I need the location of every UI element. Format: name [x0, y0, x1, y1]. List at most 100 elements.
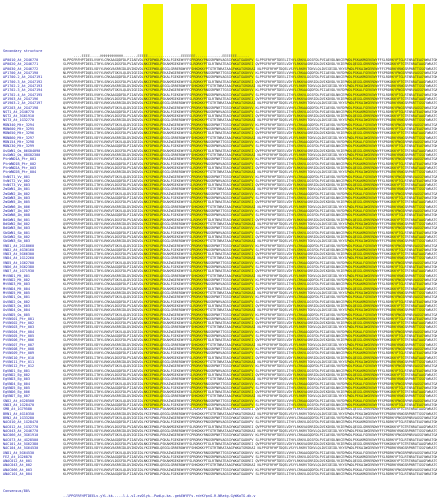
sequence-residues: NLPPGFRFHPTDQELVSYYLRKRVTGKVLQLDVIGEIDLY… [63, 312, 437, 317]
alignment-row: AP1700.2_At_2G47191 KLPPGFRFHPTDEELVVHYLC… [3, 75, 437, 79]
sequence-id: EgVND5_Eg_005 [3, 385, 30, 390]
sequence-id: ZmSWN5_Zm_005 [3, 200, 30, 205]
sequence-id: AP2203_At_2G47198 [3, 105, 39, 110]
row-label: Consensus/80% [3, 489, 30, 494]
sequence-residues: KLPPGFRFHPTDEELVVHYLCRKAAGQDFDLPIIAEVDLY… [63, 247, 437, 252]
alignment-row: PtVNS09_Ptr_009 KLPPGFRFHPTDEELVVHYLCRKAA… [3, 351, 437, 355]
sequence-residues: SLPPGFRFHPTDEELITHYLSRKVLDGSFDLPVIAEVDLN… [63, 407, 437, 412]
sequence-id: ZmSWN2_Zm_002 [3, 191, 30, 196]
sequence-id: MDN340_Mtr_3294 [3, 122, 35, 127]
alignment-row: SbSWN1_Sb_001 KLPPGFRFHPTDEELVVHYLCRKAAGQ… [3, 231, 437, 235]
alignment-row: PtrWND1A_Ptr_001 NLPPGFRFHPTDQELVSYYLRKRV… [3, 157, 437, 161]
sequence-residues: NLPPGFRFHPTDQELVSYYLRKRVTGKVLQLDVIGEIDLY… [63, 140, 437, 144]
sequence-residues: KLPPGFRFHPTDEELVVHYLCRKAAGQDFDLPIIAEVDLY… [63, 472, 437, 477]
sequence-id: AP0020_At_2G46771 [3, 62, 39, 67]
sequence-residues: KLPPGFRFHPTDEELVVHYLCRKAAGQDFDLPIIAEVDLY… [63, 334, 437, 339]
sequence-id: AP1700.3_At_2G47192 [3, 79, 43, 84]
alignment-row: OsVND1_Os_001 NLPPGFRFHPTDQELVSYYLRKRVTGK… [3, 295, 437, 299]
alignment-row: AP1702.3_At_2G47194 NLPPGFRFHPTDQELVSYYLR… [3, 88, 437, 92]
sequence-residues: KLPPGFRFHPTDEELVVHYLCRKAAGQDFDLPIIAEVDLY… [63, 368, 437, 373]
alignment-row: SbSWN2_Sb_002 SLPPGFRFHPTDEELITHYLSRKVLDG… [3, 235, 437, 239]
sequence-residues: KLPPGFRFHPTDEELVVHYLCRKAAGQDFDLPIIAEVDLY… [63, 282, 437, 287]
sequence-id: PtVNS06_Ptr_006 [3, 338, 35, 343]
sequence-id: MtVND4_Mt_004 [3, 286, 30, 291]
alignment-row: AP1702.4_At_2G47195 KLPPGFRFHPTDEELVVHYLC… [3, 93, 437, 97]
sequence-id: PtrWND1A_Ptr_001 [3, 157, 37, 162]
sequence-id: AP0010_At_2G46770 [3, 58, 39, 63]
sequence-residues: NLPPGFRFHPTDQELVSYYLRKRVTGKVLQLDVIGEIDLY… [63, 260, 437, 265]
sequence-id: OsVND5_Os_005 [3, 312, 30, 317]
sequence-residues: KLPPGFRFHPTDEELVVHYLCRKAAGQDFDLPIIAEVDLY… [63, 109, 437, 114]
secondary-structure-track: ----EEEE-----HHHHHHHHHHH-------EEEEE----… [63, 53, 250, 58]
alignment-row: EgVND6_Eg_006 SLPPGFRFHPTDEELITHYLSRKVLDG… [3, 390, 437, 394]
alignment-row: VND2_At_4G36160 KLPPGFRFHPTDEELVVHYLCRKAA… [3, 248, 437, 252]
sequence-id: EgVND4_Eg_004 [3, 381, 30, 386]
sequence-residues: KLPPGFRFHPTDEELVVHYLCRKAAGQDFDLPIIAEVDLY… [63, 144, 437, 149]
sequence-id: PtVNS03_Ptr_003 [3, 325, 35, 330]
sequence-id: PtVNS09_Ptr_009 [3, 351, 35, 356]
sequence-id: MtVND5_Mt_005 [3, 290, 30, 295]
sequence-id: MDN650_Mtr_3296 [3, 131, 35, 136]
sequence-residues: KLPPGFRFHPTDEELVVHYLCRKAAGQDFDLPIIAEVDLY… [63, 265, 437, 270]
sequence-residues: SLPPGFRFHPTDEELITHYLSRKVLDGSFDLPVIAEVDLN… [63, 165, 437, 170]
sequence-residues: QVPPGFRFHPTDEELVDYYLRKKVASRRIDLDVIKDVDLY… [63, 221, 437, 226]
row-label: Secondary structure [3, 49, 43, 54]
sequence-id: MDN600_Mtr_3295 [3, 127, 35, 132]
sequence-id: OsVND2_Os_002 [3, 299, 30, 304]
alignment-row: MDN860_Mtr_3297 QVPPGFRFHPTDEELVDYYLRKKVA… [3, 136, 437, 140]
alignment-row: MDN230_Mtr_3299 KLPPGFRFHPTDEELVVHYLCRKAA… [3, 144, 437, 148]
sequence-residues: SLPPGFRFHPTDEELITHYLSRKVLDGSFDLPVIAEVDLN… [63, 303, 437, 308]
sequence-residues: QVPPGFRFHPTDEELVDYYLRKKVASRRIDLDVIKDVDLY… [63, 377, 437, 382]
alignment-row: AP0030_At_2G46772 QVPPGFRFHPTDEELVDYYLRKK… [3, 67, 437, 71]
alignment-row: AP0020_At_2G46771 SLPPGFRFHPTDEELITHYLSRK… [3, 62, 437, 66]
alignment-row: MtVND4_Mt_004 SLPPGFRFHPTDEELITHYLSRKVLDG… [3, 287, 437, 291]
alignment-row: MtVND1_Mt_001 QVPPGFRFHPTDEELVDYYLRKKVASR… [3, 274, 437, 278]
sequence-residues: NLPPGFRFHPTDQELVSYYLRKRVTGKVLQLDVIGEIDLY… [63, 278, 437, 282]
alignment-row: BdSWN1_Bd_001 SLPPGFRFHPTDEELITHYLSRKVLDG… [3, 218, 437, 222]
sequence-residues: SLPPGFRFHPTDEELITHYLSRKVLDGSFDLPVIAEVDLN… [63, 62, 437, 67]
sequence-id: PtVNS08_Ptr_008 [3, 347, 35, 351]
sequence-id: ZmSWN6_Zm_006 [3, 204, 30, 209]
sequence-id: AP1702.2_At_2G47193 [3, 83, 43, 88]
sequence-id: PtVNS11_Ptr_011 [3, 359, 35, 364]
sequence-id: OsVND1_Os_001 [3, 295, 30, 300]
alignment-row: BdSWN3_Bd_003 NLPPGFRFHPTDQELVSYYLRKRVTGK… [3, 226, 437, 230]
sequence-id: AP1903_At_2G47196 [3, 96, 39, 101]
sequence-residues: NLPPGFRFHPTDQELVSYYLRKRVTGKVLQLDVIGEIDLY… [63, 105, 437, 110]
consensus-row: Consensus/80% ..lPPGFRFHPTDEELv.yYL.kk..… [3, 485, 437, 497]
alignment-row: SND2_At_4G28500 NLPPGFRFHPTDQELVSYYLRKRVT… [3, 399, 437, 403]
sequence-id: PtVNS01_Ptr_001 [3, 316, 35, 321]
sequence-id: EgVND1_Eg_001 [3, 368, 30, 373]
sequence-id: ZmSWN7_Zm_007 [3, 209, 30, 213]
alignment-row: AP1700.3_At_2G47192 SLPPGFRFHPTDEELITHYLS… [3, 80, 437, 84]
sequence-residues: KLPPGFRFHPTDEELVVHYLCRKAAGQDFDLPIIAEVDLY… [63, 316, 437, 321]
alignment-row: ANAC101_At_004 KLPPGFRFHPTDEELVVHYLCRKAAG… [3, 472, 437, 476]
alignment-row: AP1903.2_At_2G47197 QVPPGFRFHPTDEELVDYYLR… [3, 101, 437, 105]
conserved-column-highlight [191, 4, 207, 408]
sequence-id: ZmSWN3_Zm_003 [3, 196, 30, 201]
sequence-residues: QVPPGFRFHPTDEELVDYYLRKKVASRRIDLDVIKDVDLY… [63, 273, 437, 278]
sequence-residues: NLPPGFRFHPTDQELVSYYLRKRVTGKVLQLDVIGEIDLY… [63, 174, 437, 179]
sequence-id: AP1903.2_At_2G47197 [3, 101, 43, 106]
alignment-row: AP2203_At_2G47198 NLPPGFRFHPTDQELVSYYLRKR… [3, 106, 437, 110]
conserved-column-highlight [413, 4, 425, 408]
alignment-row: ZmSWN1_Zm_001 QVPPGFRFHPTDEELVDYYLRKKVASR… [3, 187, 437, 191]
sequence-residues: NLPPGFRFHPTDQELVSYYLRKRVTGKVLQLDVIGEIDLY… [63, 243, 437, 248]
sequence-residues: KLPPGFRFHPTDEELVVHYLCRKAAGQDFDLPIIAEVDLY… [63, 127, 437, 132]
sequence-id: VND2_At_4G36160 [3, 247, 35, 252]
sequence-residues: NLPPGFRFHPTDQELVSYYLRKRVTGKVLQLDVIGEIDLY… [63, 398, 437, 403]
sequence-id: OsSWN2_Os_08G02300 [3, 152, 41, 157]
sequence-residues: SLPPGFRFHPTDEELITHYLSRKVLDGSFDLPVIAEVDLN… [63, 217, 437, 222]
alignment-row: ZmSWN6_Zm_006 QVPPGFRFHPTDEELVDYYLRKKVASR… [3, 205, 437, 209]
sequence-residues: NLPPGFRFHPTDQELVSYYLRKRVTGKVLQLDVIGEIDLY… [63, 88, 437, 93]
sequence-id: AP0030_At_2G46772 [3, 66, 39, 71]
sequence-residues: QVPPGFRFHPTDEELVDYYLRKKVASRRIDLDVIKDVDLY… [63, 308, 437, 313]
alignment-row: BdSWN2_Bd_002 QVPPGFRFHPTDEELVDYYLRKKVASR… [3, 222, 437, 226]
alignment-row: SMB_At_1G79580 SLPPGFRFHPTDEELITHYLSRKVLD… [3, 407, 437, 411]
sequence-id: AP1702.4_At_2G47195 [3, 92, 43, 97]
sequence-residues: KLPPGFRFHPTDEELVVHYLCRKAAGQDFDLPIIAEVDLY… [63, 385, 437, 390]
alignment-row: VvNST2_Vv_002 KLPPGFRFHPTDEELVVHYLCRKAAGQ… [3, 179, 437, 183]
sequence-residues: QVPPGFRFHPTDEELVDYYLRKKVASRRIDLDVIKDVDLY… [63, 290, 437, 295]
sequence-id: PtVNS10_Ptr_010 [3, 355, 35, 360]
alignment-row: MDN600_Mtr_3295 KLPPGFRFHPTDEELVVHYLCRKAA… [3, 127, 437, 131]
